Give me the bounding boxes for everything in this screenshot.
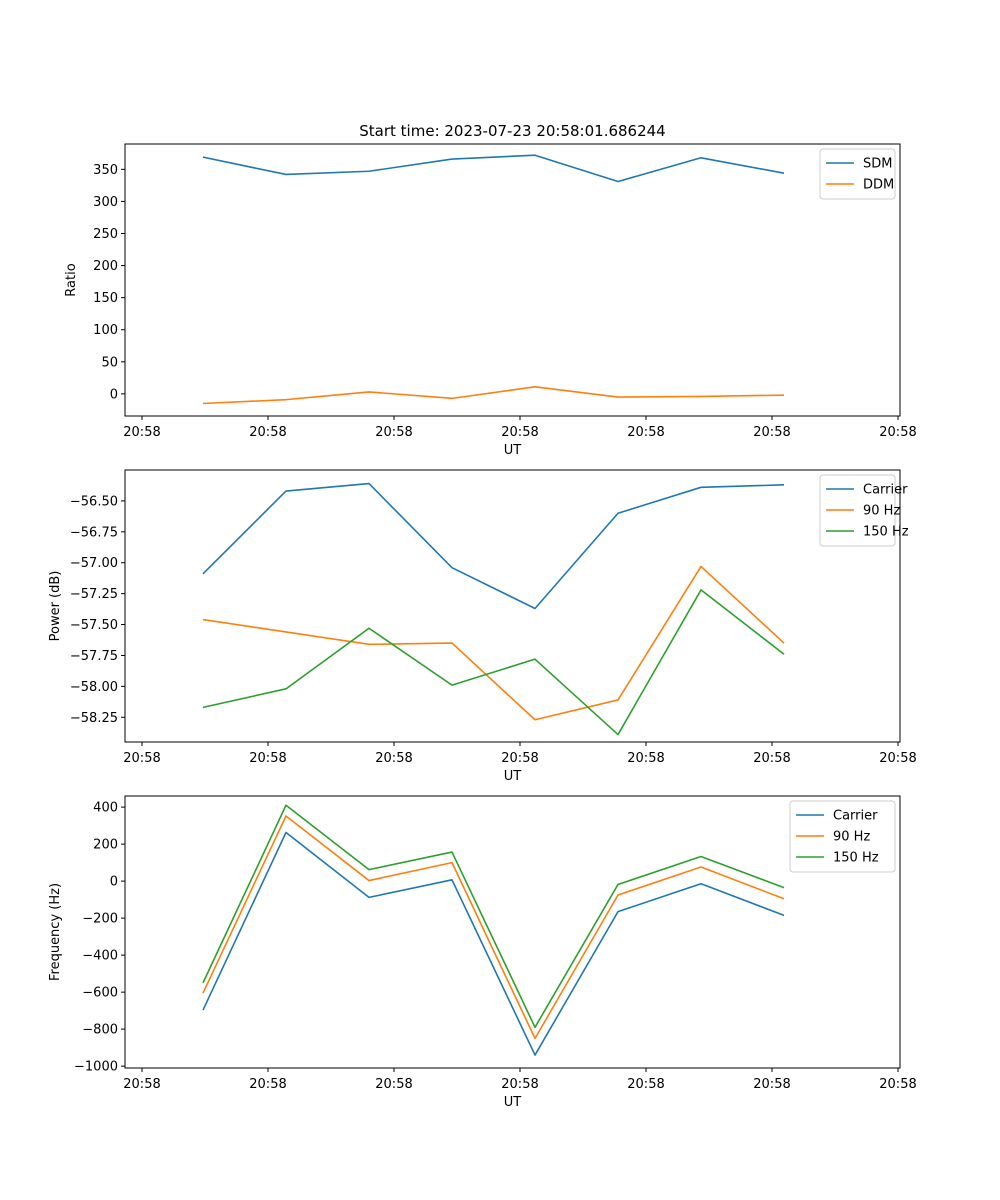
y-tick-label: −200 <box>82 912 118 927</box>
x-tick-label: 20:58 <box>249 751 286 766</box>
y-tick-label: −58.00 <box>70 680 118 695</box>
y-tick-label: −58.25 <box>70 711 118 726</box>
series-line-sdm <box>202 154 785 183</box>
series-line-150-hz <box>202 804 785 1029</box>
legend-label: SDM <box>863 157 892 172</box>
y-tick-label: −56.75 <box>70 525 118 540</box>
plot-area <box>124 143 901 417</box>
x-tick-label: 20:58 <box>879 425 916 440</box>
y-tick-label: 150 <box>93 291 118 306</box>
x-tick-label: 20:58 <box>501 1077 538 1092</box>
y-tick-label: 100 <box>93 323 118 338</box>
y-tick-label: −56.50 <box>70 494 118 509</box>
y-tick-label: −57.50 <box>70 618 118 633</box>
y-tick-label: −800 <box>82 1023 118 1038</box>
power-panel: 20:5820:5820:5820:5820:5820:5820:5820:59… <box>48 469 917 784</box>
y-tick-label: 200 <box>93 838 118 853</box>
y-axis-label: Power (dB) <box>48 571 63 642</box>
series-line-90-hz <box>202 815 785 1040</box>
y-tick-label: −400 <box>82 949 118 964</box>
y-tick-label: 300 <box>93 195 118 210</box>
x-axis-label: UT <box>504 769 522 784</box>
x-tick-label: 20:58 <box>375 751 412 766</box>
x-tick-label: 20:58 <box>879 751 916 766</box>
legend-label: DDM <box>863 178 894 193</box>
x-tick-label: 20:58 <box>501 751 538 766</box>
series-line-150-hz <box>202 589 785 736</box>
y-tick-label: 200 <box>93 259 118 274</box>
y-tick-label: 400 <box>93 801 118 816</box>
x-tick-label: 20:58 <box>501 425 538 440</box>
x-tick-label: 20:58 <box>627 425 664 440</box>
legend-box <box>819 474 896 547</box>
x-tick-label: 20:58 <box>249 425 286 440</box>
x-tick-label: 20:58 <box>627 1077 664 1092</box>
x-tick-label: 20:58 <box>123 425 160 440</box>
y-tick-label: −600 <box>82 986 118 1001</box>
legend: Carrier 90 Hz 150 Hz <box>789 800 896 873</box>
y-tick-label: −57.25 <box>70 587 118 602</box>
y-tick-label: 50 <box>101 355 118 370</box>
y-tick-label: 0 <box>110 875 118 890</box>
legend-label: Carrier <box>863 483 908 498</box>
chart-title: Start time: 2023-07-23 20:58:01.686244 <box>359 122 665 140</box>
frequency-panel: 20:5820:5820:5820:5820:5820:5820:5820:59… <box>48 795 917 1110</box>
series-line-ddm <box>202 386 785 405</box>
x-axis-label: UT <box>504 443 522 458</box>
y-tick-label: 350 <box>93 163 118 178</box>
series-line-carrier <box>202 482 785 610</box>
legend-label: 150 Hz <box>833 851 879 866</box>
y-tick-label: −1000 <box>74 1060 118 1075</box>
x-tick-label: 20:58 <box>123 751 160 766</box>
x-tick-label: 20:58 <box>375 1077 412 1092</box>
x-tick-label: 20:58 <box>375 425 412 440</box>
x-tick-label: 20:58 <box>249 1077 286 1092</box>
x-tick-label: 20:58 <box>123 1077 160 1092</box>
series-line-90-hz <box>202 565 785 721</box>
y-tick-label: −57.75 <box>70 649 118 664</box>
y-tick-label: 250 <box>93 227 118 242</box>
legend-label: 150 Hz <box>863 525 909 540</box>
legend: SDM DDM <box>819 148 896 200</box>
x-tick-label: 20:58 <box>753 751 790 766</box>
y-tick-label: −57.00 <box>70 556 118 571</box>
legend-box <box>789 800 896 873</box>
y-tick-label: 0 <box>110 387 118 402</box>
x-tick-label: 20:58 <box>879 1077 916 1092</box>
x-axis-label: UT <box>504 1095 522 1110</box>
x-tick-label: 20:58 <box>753 425 790 440</box>
legend-label: Carrier <box>833 809 878 824</box>
ratio-panel: 20:5820:5820:5820:5820:5820:5820:5820:59… <box>64 122 917 458</box>
y-axis-label: Ratio <box>64 263 79 296</box>
plot-area <box>124 795 901 1069</box>
legend-box <box>819 148 896 200</box>
legend-label: 90 Hz <box>833 830 870 845</box>
x-tick-label: 20:58 <box>627 751 664 766</box>
legend-label: 90 Hz <box>863 504 900 519</box>
y-axis-label: Frequency (Hz) <box>48 883 63 981</box>
series-line-carrier <box>202 831 785 1056</box>
plot-area <box>124 469 901 743</box>
x-tick-label: 20:58 <box>753 1077 790 1092</box>
legend: Carrier 90 Hz 150 Hz <box>819 474 909 547</box>
